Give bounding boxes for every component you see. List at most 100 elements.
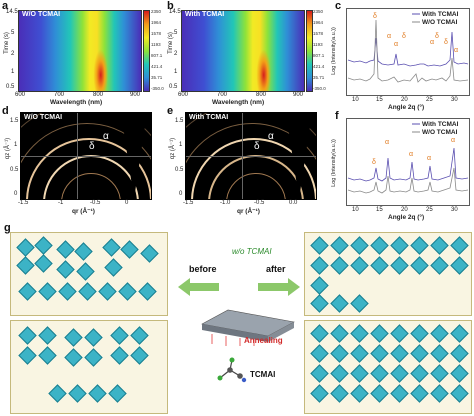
panel-b-cbar-1: 1964 — [313, 20, 324, 25]
panel-b-cbar-3: 1193 — [313, 42, 323, 47]
panel-e-xtick-1: -1.0 — [220, 200, 231, 206]
panel-f-letter: f — [335, 110, 339, 122]
panel-f-legend-1: W/O TCMAI — [422, 129, 458, 136]
panel-e-giwaxs-image: With TCMAI α δ — [185, 112, 317, 200]
panel-g-annealing-label: Annealing — [244, 336, 283, 345]
panel-f-legend-0: With TCMAI — [422, 121, 459, 128]
panel-c-letter: c — [335, 0, 342, 12]
panel-d-alpha: α — [103, 131, 109, 142]
panel-a-cbar-1: 1964 — [151, 20, 162, 25]
panel-b-ytick-4: 0.5 — [169, 84, 178, 90]
panel-c-peak-4: α — [430, 39, 434, 46]
panel-f-xtick-2: 20 — [401, 207, 408, 213]
panel-g-after-label: after — [266, 264, 286, 274]
panel-g-before-label: before — [189, 264, 217, 274]
panel-b-xtick-3: 900 — [293, 92, 304, 98]
panel-g-letter: g — [4, 222, 11, 234]
panel-e-xtick-2: -0.5 — [254, 200, 265, 206]
panel-f-xtick-1: 15 — [376, 207, 383, 213]
panel-c-xtick-3: 25 — [426, 97, 433, 103]
panel-c-ylabel: Log (Intensity(a.u.)) — [330, 27, 337, 75]
panel-f-series-wo — [347, 167, 469, 194]
panel-g-before-with-structure — [10, 320, 168, 414]
panel-b-label: With TCMAI — [185, 11, 225, 18]
panel-g-tcmai-label: TCMAI — [250, 370, 276, 379]
panel-c-xlabel: Angle 2q (°) — [388, 104, 425, 111]
panel-b-ytick-3: 1 — [174, 69, 178, 75]
panel-b-ytick-2: 2 — [174, 51, 178, 57]
panel-e-xtick-3: 0.0 — [289, 200, 298, 206]
panel-e-ylabel: qz (Å⁻¹) — [170, 137, 177, 160]
panel-c-peak-6: δ — [444, 39, 448, 46]
panel-f-peak-4: α — [451, 137, 455, 144]
panel-c-peak-5: δ — [435, 33, 439, 40]
panel-g-arrow-after-shaft — [258, 283, 288, 291]
panel-a-xlabel: Wavelength (nm) — [50, 99, 103, 106]
panel-e-letter: e — [167, 105, 174, 117]
panel-a-cbar-5: 421.4 — [151, 64, 163, 69]
panel-b-colorbar — [306, 10, 313, 92]
panel-c-xtick-1: 15 — [376, 97, 383, 103]
panel-b-cbar-0: 2350 — [313, 9, 324, 14]
panel-b-letter: b — [167, 0, 174, 12]
panel-e-label: With TCMAI — [189, 114, 229, 121]
panel-d-letter: d — [2, 105, 9, 117]
panel-a-xtick-1: 700 — [54, 92, 65, 98]
panel-e-delta: δ — [254, 141, 260, 152]
panel-a-xtick-2: 800 — [93, 92, 104, 98]
panel-f-series-with — [347, 147, 469, 182]
panel-b-cbar-7: -350.0 — [313, 86, 326, 91]
panel-c-peak-1: α — [387, 33, 391, 40]
panel-d-ytick-0: 1.5 — [10, 118, 19, 124]
panel-c-xtick-0: 10 — [352, 97, 359, 103]
panel-b-ytick-1: 5 — [174, 30, 178, 36]
panel-f-peak-3: α — [427, 155, 431, 162]
panel-b-xtick-0: 600 — [178, 92, 189, 98]
panel-b-cbar-6: 35.71 — [313, 75, 325, 80]
panel-a-ylabel: Time (s) — [3, 32, 10, 54]
panel-f-peak-1: α — [385, 139, 389, 146]
panel-f-plot: δ α α α α With TCMAI W/O TCMAI — [346, 118, 470, 206]
panel-d-xlabel: qr (Å⁻¹) — [72, 208, 95, 215]
panel-g-before-wo-structure — [10, 232, 168, 316]
panel-g-film-icon — [201, 309, 295, 346]
panel-d-ylabel: qz (Å⁻¹) — [5, 137, 12, 160]
panel-e-xlabel: qr (Å⁻¹) — [237, 208, 260, 215]
panel-d-ytick-3: 0 — [14, 191, 18, 197]
panel-a-cbar-3: 1193 — [151, 42, 161, 47]
panel-g-arrow-before-shaft — [189, 283, 219, 291]
panel-g-after-wo-structure — [304, 232, 472, 316]
panel-a-cbar-7: -350.0 — [151, 86, 164, 91]
panel-a-label: W/O TCMAI — [22, 11, 61, 18]
panel-f-xtick-4: 30 — [451, 207, 458, 213]
panel-a-cbar-2: 1578 — [151, 31, 162, 36]
panel-e-ytick-0: 1.5 — [175, 118, 184, 124]
panel-c-legend-1: W/O TCMAI — [422, 19, 458, 26]
panel-f-xtick-0: 10 — [352, 207, 359, 213]
panel-d-delta: δ — [89, 141, 95, 152]
panel-a-colorbar — [143, 10, 150, 92]
panel-f-xlabel: Angle 2q (°) — [388, 214, 425, 221]
panel-b-cbar-5: 421.4 — [313, 64, 325, 69]
panel-c-peak-7: α — [454, 47, 458, 54]
panel-b-cbar-2: 1578 — [313, 31, 324, 36]
panel-c-xtick-2: 20 — [401, 97, 408, 103]
panel-d-giwaxs-image: W/O TCMAI α δ — [20, 112, 152, 200]
panel-b-cbar-4: 807.1 — [313, 53, 325, 58]
panel-a-heatmap — [18, 10, 142, 92]
panel-g-tcmai-molecule-icon — [217, 357, 247, 383]
panel-e-ytick-1: 1 — [179, 142, 183, 148]
panel-b-xtick-2: 800 — [256, 92, 267, 98]
panel-c-peak-3: δ — [402, 33, 406, 40]
panel-c-series-wo — [347, 19, 469, 83]
panel-b-ylabel: Time (s) — [167, 32, 174, 54]
panel-a-ytick-1: 5 — [11, 30, 15, 36]
panel-d-xtick-3: 0 — [125, 200, 129, 206]
panel-c-peak-0: δ — [373, 13, 377, 20]
panel-c-plot: δ α α δ α δ δ α With TCMAI W/O TCMAI — [346, 8, 470, 96]
panel-f-xtick-3: 25 — [426, 207, 433, 213]
panel-e-alpha: α — [268, 131, 274, 142]
panel-b-xlabel: Wavelength (nm) — [212, 99, 265, 106]
panel-g-arrow-after-icon — [288, 278, 300, 296]
panel-a-ytick-2: 2 — [11, 51, 15, 57]
